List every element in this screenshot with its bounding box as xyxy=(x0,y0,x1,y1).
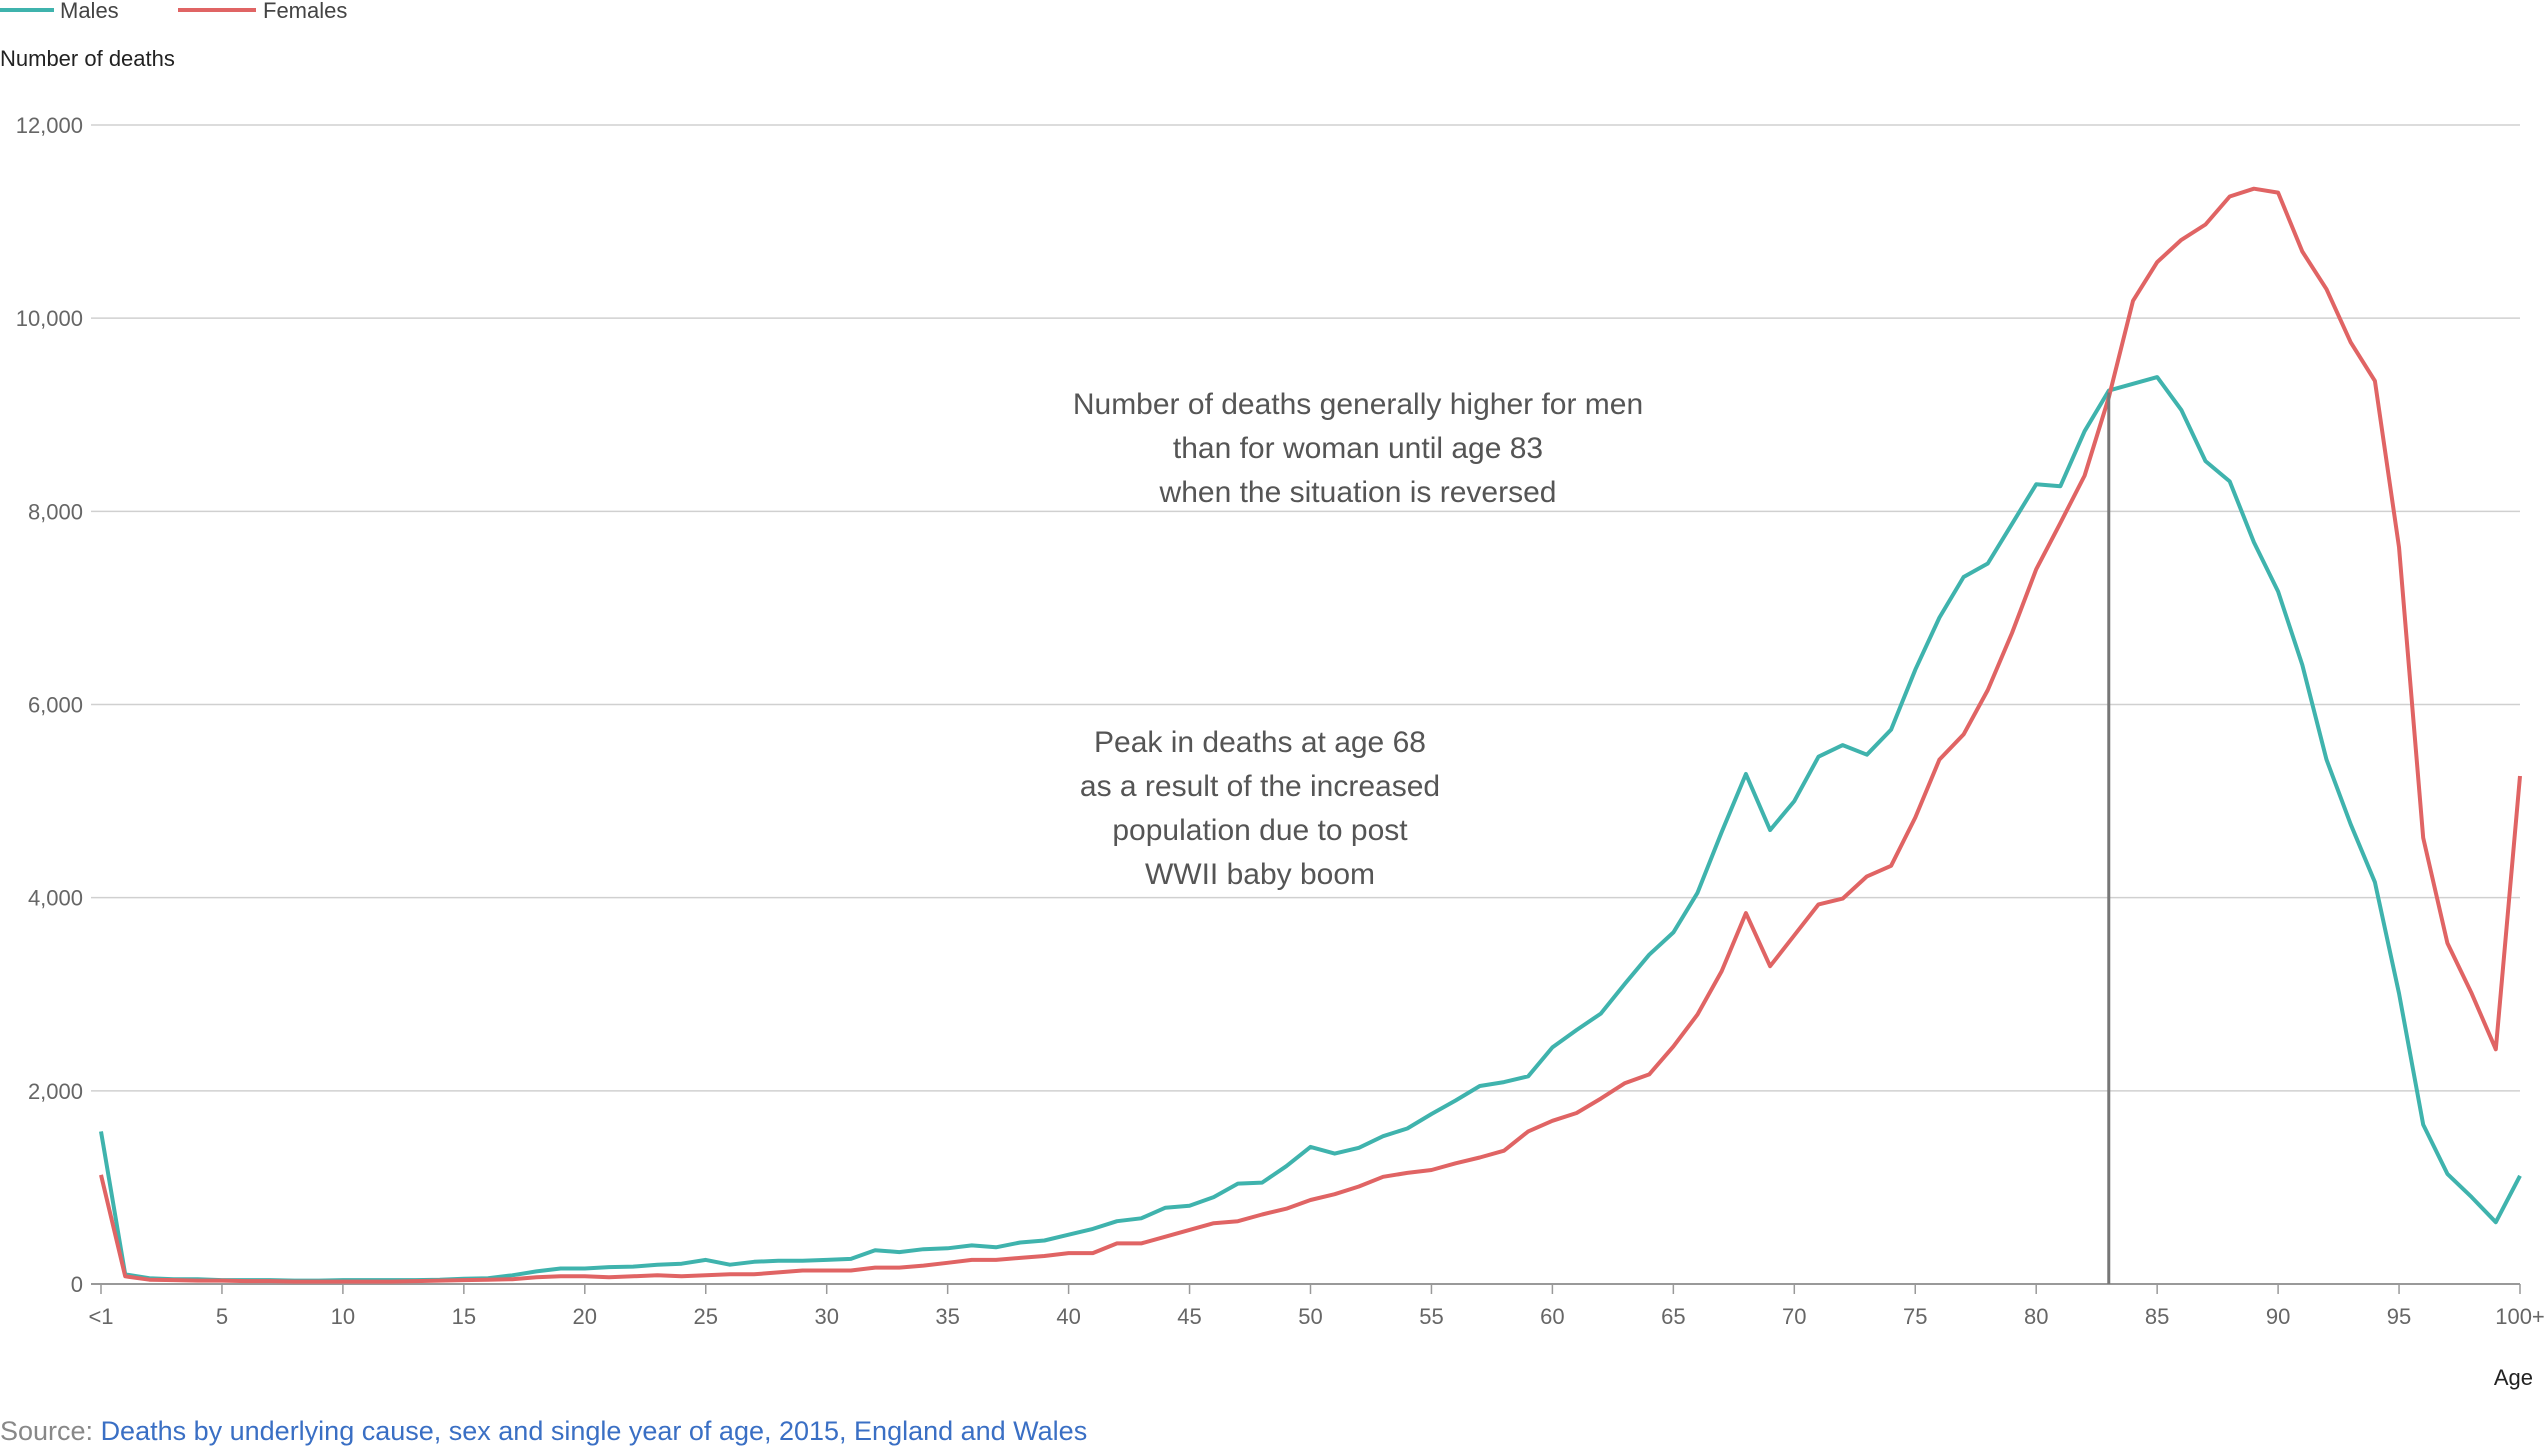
line-chart: Males Females Number of deaths Age 0 2,00… xyxy=(0,0,2545,1390)
series-lines xyxy=(99,186,2522,1284)
gridlines xyxy=(91,124,2520,1285)
source-link[interactable]: Deaths by underlying cause, sex and sing… xyxy=(100,1416,1088,1446)
x-tick-label: 10 xyxy=(331,1304,355,1329)
x-tick-label: 95 xyxy=(2387,1304,2411,1329)
legend-label-males: Males xyxy=(60,0,119,23)
source-prefix: Source: xyxy=(0,1416,101,1446)
x-tick-label: 45 xyxy=(1177,1304,1201,1329)
y-tick-label: 2,000 xyxy=(28,1079,83,1104)
x-axis-title: Age xyxy=(2494,1365,2533,1390)
x-axis-ticks: <1 5 10 15 20 25 30 35 40 45 50 55 60 65 70 75 80 85 90 95 1… xyxy=(88,1284,2545,1329)
y-tick-label: 10,000 xyxy=(16,306,83,331)
crossover-annotation-line: Number of deaths generally higher for me… xyxy=(1073,388,1643,421)
x-tick-label: 100+ xyxy=(2495,1304,2545,1329)
x-tick-label: 85 xyxy=(2145,1304,2169,1329)
y-tick-label: 6,000 xyxy=(28,693,83,718)
crossover-annotation-line: when the situation is reversed xyxy=(1159,476,1557,509)
peak-annotation-line: Peak in deaths at age 68 xyxy=(1094,726,1426,759)
annotations: Number of deaths generally higher for me… xyxy=(1073,388,2111,1284)
legend-label-females: Females xyxy=(263,0,347,23)
x-tick-label: 80 xyxy=(2024,1304,2048,1329)
x-tick-label: <1 xyxy=(88,1304,113,1329)
peak-annotation-line: as a result of the increased xyxy=(1080,770,1440,803)
x-tick-label: 90 xyxy=(2266,1304,2290,1329)
x-tick-label: 20 xyxy=(573,1304,597,1329)
y-axis-title: Number of deaths xyxy=(0,46,175,71)
x-tick-label: 60 xyxy=(1540,1304,1564,1329)
y-axis-ticks: 0 2,000 4,000 6,000 8,000 10,000 12,000 xyxy=(16,113,83,1297)
series-line-males xyxy=(99,375,2522,1283)
x-tick-label: 30 xyxy=(814,1304,838,1329)
x-tick-label: 55 xyxy=(1419,1304,1443,1329)
y-tick-label: 12,000 xyxy=(16,113,83,138)
series-line-females xyxy=(99,186,2522,1284)
x-tick-label: 70 xyxy=(1782,1304,1806,1329)
source-note: Source: Deaths by underlying cause, sex … xyxy=(0,1416,1087,1447)
legend: Males Females xyxy=(0,0,347,23)
x-tick-label: 50 xyxy=(1298,1304,1322,1329)
x-tick-label: 75 xyxy=(1903,1304,1927,1329)
y-tick-label: 4,000 xyxy=(28,886,83,911)
x-tick-label: 5 xyxy=(216,1304,228,1329)
y-tick-label: 8,000 xyxy=(28,499,83,524)
x-tick-label: 35 xyxy=(935,1304,959,1329)
x-tick-label: 65 xyxy=(1661,1304,1685,1329)
x-tick-label: 25 xyxy=(694,1304,718,1329)
x-tick-label: 15 xyxy=(452,1304,476,1329)
crossover-annotation-line: than for woman until age 83 xyxy=(1173,432,1543,465)
y-tick-label: 0 xyxy=(71,1272,83,1297)
peak-annotation-line: population due to post xyxy=(1112,814,1408,847)
x-tick-label: 40 xyxy=(1056,1304,1080,1329)
peak-annotation-line: WWII baby boom xyxy=(1145,858,1375,891)
